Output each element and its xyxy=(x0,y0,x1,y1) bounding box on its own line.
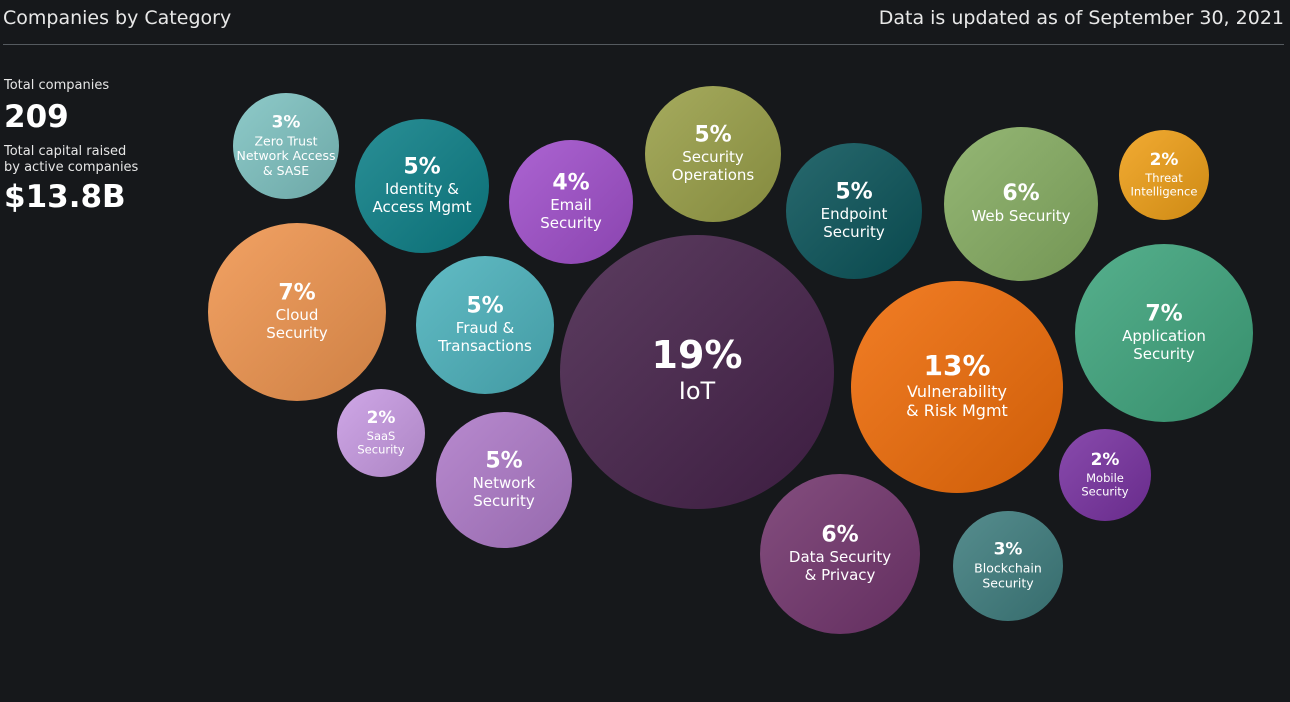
page-title: Companies by Category xyxy=(3,7,232,29)
bubble-circle-fraud-and-transactions xyxy=(416,256,554,394)
capital-value: $13.8B xyxy=(4,179,126,215)
bubble-label-endpoint-security: Security xyxy=(823,223,885,241)
bubble-percent-application-security: 7% xyxy=(1145,301,1182,326)
bubble-label-zero-trust-network-access-and-sase: & SASE xyxy=(263,163,309,178)
bubble-circle-security-operations xyxy=(645,86,781,222)
bubble-circle-vulnerability-and-risk-mgmt xyxy=(851,281,1063,493)
bubble-label-mobile-security: Security xyxy=(1081,484,1128,498)
bubble-percent-cloud-security: 7% xyxy=(278,280,315,305)
bubble-label-network-security: Network xyxy=(473,474,536,492)
bubble-label-email-security: Email xyxy=(550,196,592,214)
bubble-label-application-security: Security xyxy=(1133,345,1195,363)
bubble-label-cloud-security: Security xyxy=(266,324,328,342)
bubble-label-vulnerability-and-risk-mgmt: & Risk Mgmt xyxy=(906,401,1008,420)
bubble-data-security-and-privacy: 6%Data Security& Privacy xyxy=(760,474,920,634)
bubble-circle-zero-trust-network-access-and-sase xyxy=(233,93,339,199)
bubble-label-security-operations: Operations xyxy=(672,166,755,184)
bubble-label-security-operations: Security xyxy=(682,148,744,166)
bubble-label-iot: IoT xyxy=(679,377,716,405)
bubble-circle-data-security-and-privacy xyxy=(760,474,920,634)
bubble-label-saas-security: Security xyxy=(357,442,404,456)
header-divider xyxy=(3,44,1284,45)
bubble-label-identity-and-access-mgmt: Access Mgmt xyxy=(372,198,471,216)
bubble-label-application-security: Application xyxy=(1122,327,1206,345)
total-companies-value: 209 xyxy=(4,99,69,135)
bubble-circle-iot xyxy=(560,235,834,509)
bubble-percent-fraud-and-transactions: 5% xyxy=(466,293,503,318)
bubble-label-endpoint-security: Endpoint xyxy=(821,205,888,223)
bubble-label-vulnerability-and-risk-mgmt: Vulnerability xyxy=(907,382,1007,401)
bubble-label-fraud-and-transactions: Transactions xyxy=(437,337,532,355)
bubble-percent-security-operations: 5% xyxy=(694,122,731,147)
bubble-web-security: 6%Web Security xyxy=(944,127,1098,281)
bubble-circle-blockchain-security xyxy=(953,511,1063,621)
header: Companies by Category Data is updated as… xyxy=(0,0,1290,46)
updated-date: Data is updated as of September 30, 2021 xyxy=(878,7,1284,29)
bubble-label-threat-intelligence: Threat xyxy=(1144,171,1183,185)
bubble-label-zero-trust-network-access-and-sase: Zero Trust xyxy=(254,133,317,148)
bubble-identity-and-access-mgmt: 5%Identity &Access Mgmt xyxy=(355,119,489,253)
bubble-percent-endpoint-security: 5% xyxy=(835,179,872,204)
bubble-percent-data-security-and-privacy: 6% xyxy=(821,522,858,547)
bubble-percent-identity-and-access-mgmt: 5% xyxy=(403,154,440,179)
bubble-circle-identity-and-access-mgmt xyxy=(355,119,489,253)
bubble-label-threat-intelligence: Intelligence xyxy=(1131,184,1198,198)
bubble-percent-web-security: 6% xyxy=(1002,181,1039,206)
capital-label-line1: Total capital raised xyxy=(4,144,127,159)
bubble-percent-mobile-security: 2% xyxy=(1091,450,1120,470)
bubble-circle-email-security xyxy=(509,140,633,264)
bubble-label-zero-trust-network-access-and-sase: Network Access xyxy=(237,148,336,163)
bubble-circle-saas-security xyxy=(337,389,425,477)
bubble-label-mobile-security: Mobile xyxy=(1086,471,1124,485)
capital-label-line2: by active companies xyxy=(4,160,139,175)
bubble-label-saas-security: SaaS xyxy=(367,429,396,443)
bubble-percent-zero-trust-network-access-and-sase: 3% xyxy=(272,112,301,132)
bubble-percent-iot: 19% xyxy=(652,333,743,377)
total-companies-label: Total companies xyxy=(4,78,110,93)
bubble-fraud-and-transactions: 5%Fraud &Transactions xyxy=(416,256,554,394)
bubble-circle-threat-intelligence xyxy=(1119,130,1209,220)
bubble-percent-email-security: 4% xyxy=(552,170,589,195)
bubble-label-blockchain-security: Security xyxy=(982,575,1034,590)
bubble-circle-mobile-security xyxy=(1059,429,1151,521)
bubble-label-web-security: Web Security xyxy=(971,207,1070,225)
bubble-iot: 19%IoT xyxy=(560,235,834,509)
bubble-label-network-security: Security xyxy=(473,492,535,510)
bubble-percent-threat-intelligence: 2% xyxy=(1150,150,1179,170)
bubble-label-data-security-and-privacy: Data Security xyxy=(789,548,891,566)
bubble-circle-cloud-security xyxy=(208,223,386,401)
bubble-percent-blockchain-security: 3% xyxy=(994,540,1023,560)
bubble-percent-saas-security: 2% xyxy=(367,408,396,428)
bubble-label-email-security: Security xyxy=(540,214,602,232)
bubble-circle-endpoint-security xyxy=(786,143,922,279)
bubble-percent-network-security: 5% xyxy=(485,448,522,473)
bubble-vulnerability-and-risk-mgmt: 13%Vulnerability& Risk Mgmt xyxy=(851,281,1063,493)
bubble-percent-vulnerability-and-risk-mgmt: 13% xyxy=(923,349,990,382)
bubble-label-cloud-security: Cloud xyxy=(276,306,319,324)
stats-panel: Total companies 209 Total capital raised… xyxy=(4,78,194,214)
bubble-label-data-security-and-privacy: & Privacy xyxy=(805,566,876,584)
bubble-label-fraud-and-transactions: Fraud & xyxy=(456,319,515,337)
bubble-label-blockchain-security: Blockchain xyxy=(974,561,1042,576)
bubble-circle-network-security xyxy=(436,412,572,548)
bubble-label-identity-and-access-mgmt: Identity & xyxy=(385,180,459,198)
bubble-circle-application-security xyxy=(1075,244,1253,422)
bubble-circle-web-security xyxy=(944,127,1098,281)
